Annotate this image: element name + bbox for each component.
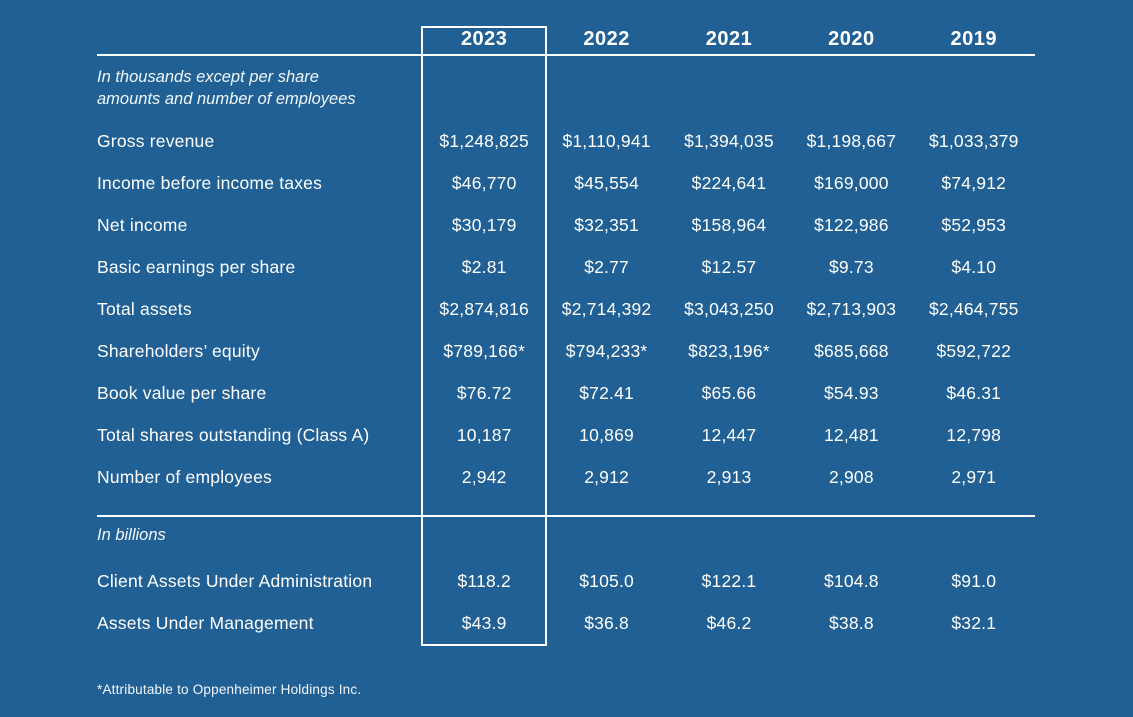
cell-value: $54.93: [824, 382, 879, 403]
units-note-line2: amounts and number of employees: [97, 90, 356, 108]
cell-value: $30,179: [451, 214, 517, 235]
cell-value: $1,394,035: [684, 130, 774, 151]
cell-value: $46.2: [706, 612, 752, 633]
cell-value: $1,248,825: [439, 130, 529, 151]
row-label: Book value per share: [97, 382, 267, 403]
table-row-client-assets-under-administration: Client Assets Under Administration $118.…: [97, 560, 1035, 602]
financial-summary-table: 2023 2022 2021 2020 2019 In thousands ex…: [97, 26, 1035, 646]
row-label: Number of employees: [97, 466, 272, 487]
cell-value: 2,971: [951, 466, 997, 487]
cell-value: $104.8: [824, 570, 879, 591]
cell-value: 12,447: [701, 424, 757, 445]
year-header-row: 2023 2022 2021 2020 2019: [97, 26, 1035, 56]
cell-value: $65.66: [701, 382, 757, 403]
cell-value: $1,198,667: [806, 130, 897, 151]
cell-value: $2,874,816: [439, 298, 529, 319]
cell-value: $32.1: [951, 612, 997, 633]
cell-value: $32,351: [574, 214, 639, 235]
section-divider: [97, 498, 1035, 517]
row-label: Shareholders’ equity: [97, 340, 260, 361]
units-note-line1: In thousands except per share: [97, 68, 319, 86]
cell-value: 12,798: [946, 424, 1002, 445]
year-header-2022: 2022: [583, 27, 630, 50]
cell-value: 10,187: [456, 424, 512, 445]
footnote: *Attributable to Oppenheimer Holdings In…: [97, 682, 362, 697]
cell-value: $224,641: [691, 172, 767, 193]
cell-value: 2,908: [828, 466, 874, 487]
cell-value: $789,166*: [443, 340, 525, 361]
table-row-net-income: Net income $30,179 $32,351 $158,964 $122…: [97, 204, 1035, 246]
row-label: Net income: [97, 214, 188, 235]
year-header-2019: 2019: [950, 27, 997, 50]
year-header-2020: 2020: [828, 27, 875, 50]
cell-value: $158,964: [691, 214, 767, 235]
table-row-number-of-employees: Number of employees 2,942 2,912 2,913 2,…: [97, 456, 1035, 498]
row-label: Total shares outstanding (Class A): [97, 424, 370, 445]
cell-value: $3,043,250: [684, 298, 774, 319]
table-row-book-value-per-share: Book value per share $76.72 $72.41 $65.6…: [97, 372, 1035, 414]
row-label: Assets Under Management: [97, 612, 314, 633]
cell-value: $45,554: [574, 172, 639, 193]
year-header-2021: 2021: [705, 27, 753, 50]
cell-value: $12.57: [701, 256, 757, 277]
cell-value: $72.41: [579, 382, 634, 403]
table-row-income-before-taxes: Income before income taxes $46,770 $45,5…: [97, 162, 1035, 204]
cell-value: $36.8: [584, 612, 629, 633]
cell-value: $4.10: [951, 256, 997, 277]
cell-value: 2,913: [706, 466, 752, 487]
cell-value: $46,770: [451, 172, 517, 193]
section2-note-row: In billions: [97, 517, 1035, 560]
row-label: Basic earnings per share: [97, 256, 296, 277]
cell-value: 12,481: [824, 424, 879, 445]
cell-value: $2,714,392: [561, 298, 652, 319]
cell-value: $794,233*: [565, 340, 648, 361]
table-row-gross-revenue: Gross revenue $1,248,825 $1,110,941 $1,3…: [97, 120, 1035, 162]
cell-value: $592,722: [936, 340, 1012, 361]
cell-value: $74,912: [941, 172, 1007, 193]
cell-value: $46.31: [946, 382, 1002, 403]
cell-value: $9.73: [828, 256, 874, 277]
cell-value: $118.2: [457, 570, 511, 591]
cell-value: $91.0: [951, 570, 997, 591]
cell-value: $105.0: [579, 570, 634, 591]
cell-value: $169,000: [814, 172, 889, 193]
cell-value: $823,196*: [688, 340, 770, 361]
year-header-2023: 2023: [460, 27, 508, 50]
cell-value: 2,942: [461, 466, 507, 487]
cell-value: $1,110,941: [562, 130, 651, 151]
units-note: In thousands except per share amounts an…: [97, 56, 423, 110]
table-row-basic-eps: Basic earnings per share $2.81 $2.77 $12…: [97, 246, 1035, 288]
table-row-total-shares-outstanding: Total shares outstanding (Class A) 10,18…: [97, 414, 1035, 456]
cell-value: $76.72: [456, 382, 512, 403]
cell-value: $38.8: [828, 612, 874, 633]
row-label: Income before income taxes: [97, 172, 323, 193]
section1-note-row: In thousands except per share amounts an…: [97, 56, 1035, 120]
cell-value: $43.9: [461, 612, 507, 633]
cell-value: $122,986: [814, 214, 889, 235]
cell-value: 10,869: [579, 424, 634, 445]
row-label: Client Assets Under Administration: [97, 570, 373, 591]
row-label: Total assets: [97, 298, 192, 319]
table-row-total-assets: Total assets $2,874,816 $2,714,392 $3,04…: [97, 288, 1035, 330]
cell-value: $2,464,755: [928, 298, 1019, 319]
row-label: Gross revenue: [97, 130, 215, 151]
table-row-assets-under-management: Assets Under Management $43.9 $36.8 $46.…: [97, 602, 1035, 644]
cell-value: $1,033,379: [928, 130, 1019, 151]
cell-value: $685,668: [814, 340, 889, 361]
table-row-shareholders-equity: Shareholders’ equity $789,166* $794,233*…: [97, 330, 1035, 372]
cell-value: $122.1: [701, 570, 757, 591]
cell-value: $2.81: [461, 256, 507, 277]
cell-value: $2.77: [584, 256, 629, 277]
in-billions-note: In billions: [97, 526, 166, 544]
cell-value: $2,713,903: [806, 298, 897, 319]
cell-value: $52,953: [941, 214, 1007, 235]
cell-value: 2,912: [584, 466, 629, 487]
